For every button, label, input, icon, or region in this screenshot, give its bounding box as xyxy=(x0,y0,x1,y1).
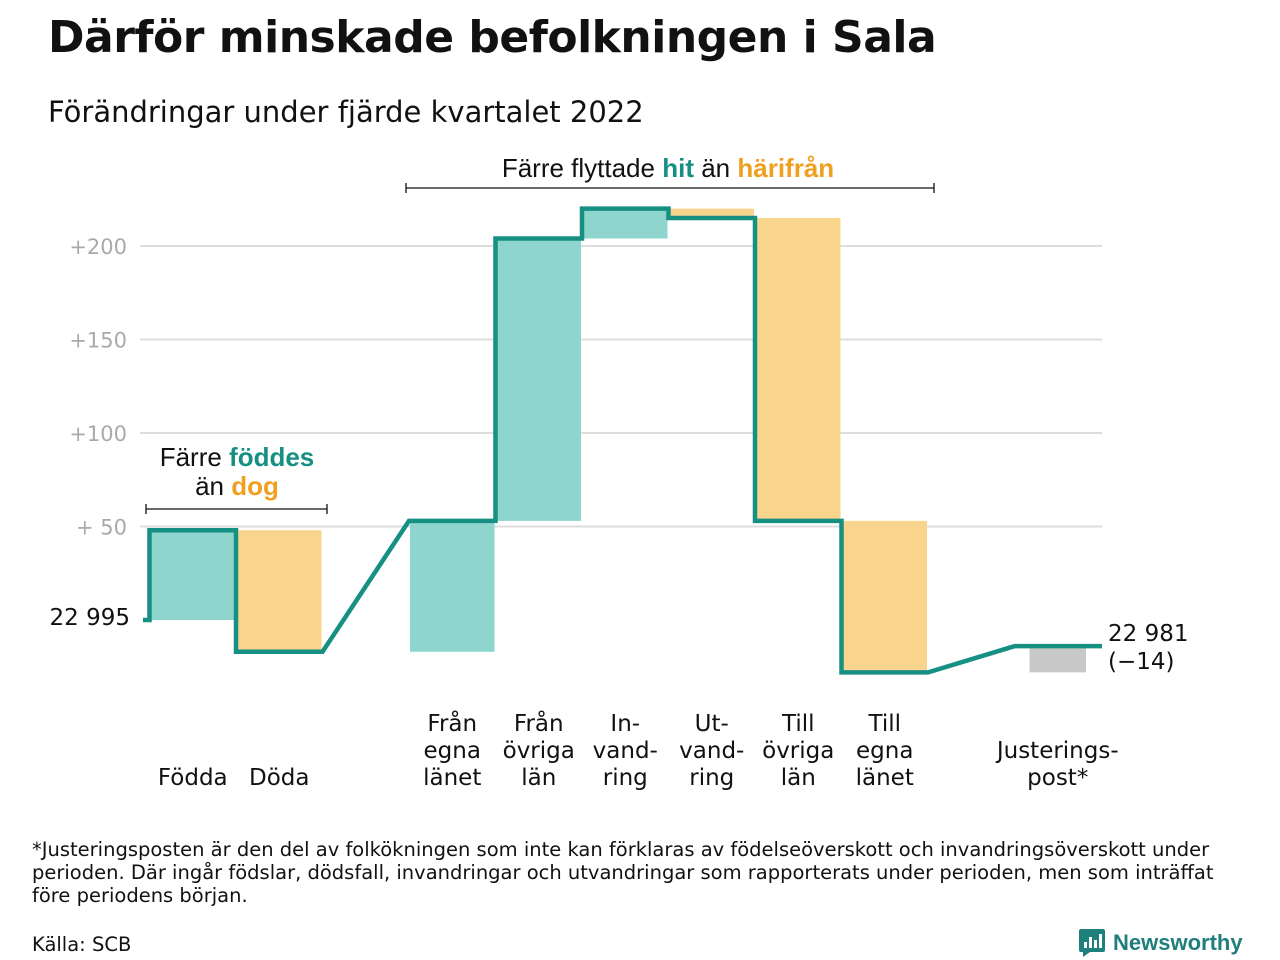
chart-title: Därför minskade befolkningen i Sala xyxy=(48,12,937,63)
category-label: Döda xyxy=(249,765,309,791)
category-label: ring xyxy=(603,765,648,791)
category-label: egna xyxy=(856,738,913,764)
annotation-part: föddes xyxy=(229,442,314,472)
category-label: Från xyxy=(427,709,477,737)
y-tick-label: +100 xyxy=(69,422,127,446)
category-label: Ut- xyxy=(695,711,729,737)
category-label: egna xyxy=(424,738,481,764)
birth-annotation-line2: än dog xyxy=(195,471,279,501)
waterfall-bar xyxy=(1029,646,1086,673)
end-change-label: (−14) xyxy=(1108,649,1174,675)
y-tick-label: +200 xyxy=(69,235,127,259)
category-label: övriga xyxy=(503,738,575,764)
y-tick-label: +150 xyxy=(69,329,127,353)
population-line xyxy=(143,206,1102,675)
annotation-part: än xyxy=(195,471,231,501)
start-value-label: 22 995 xyxy=(50,605,130,631)
waterfall-bar xyxy=(237,530,322,652)
category-label: vand- xyxy=(679,738,744,764)
category-label: In- xyxy=(610,711,640,737)
category-label: ring xyxy=(689,765,734,791)
source-note: Källa: SCB xyxy=(32,933,132,956)
category-label: vand- xyxy=(593,738,658,764)
category-label: Födda xyxy=(158,765,228,791)
category-label: övriga xyxy=(762,738,834,764)
annotation-part: dog xyxy=(231,471,279,501)
annotation-part: än xyxy=(694,153,737,183)
category-label: Från xyxy=(514,709,564,737)
footnote: *Justeringsposten är den del av folkökni… xyxy=(32,838,1214,907)
y-tick-label: + 50 xyxy=(76,516,127,540)
category-label: länet xyxy=(423,765,481,791)
chart-subtitle: Förändringar under fjärde kvartalet 2022 xyxy=(48,95,644,129)
waterfall-bar xyxy=(410,520,495,652)
annotation-part: Färre flyttade xyxy=(502,153,662,183)
end-value-label: 22 981 xyxy=(1108,621,1188,647)
category-label: län xyxy=(521,765,556,791)
category-label: Till xyxy=(867,711,901,737)
birth-annotation-line1: Färre föddes xyxy=(160,442,315,472)
newsworthy-logo: Newsworthy xyxy=(1078,928,1243,958)
category-label: länet xyxy=(856,765,914,791)
annotation-part: härifrån xyxy=(737,153,834,183)
category-label: län xyxy=(781,765,816,791)
newsworthy-logo-icon xyxy=(1079,929,1105,957)
waterfall-bar xyxy=(150,530,235,620)
waterfall-bar xyxy=(583,208,668,239)
waterfall-bar xyxy=(842,520,927,673)
annotation-part: Färre xyxy=(160,442,229,472)
waterfall-bar xyxy=(496,238,581,521)
category-label: Justerings- xyxy=(995,738,1119,764)
migration-annotation: Färre flyttade hit än härifrån xyxy=(502,153,834,183)
annotation-part: hit xyxy=(662,153,694,183)
waterfall-bar xyxy=(669,208,754,218)
waterfall-bar xyxy=(756,217,841,521)
brand-name: Newsworthy xyxy=(1113,930,1243,955)
category-label: post* xyxy=(1027,765,1088,791)
category-label: Till xyxy=(781,711,815,737)
